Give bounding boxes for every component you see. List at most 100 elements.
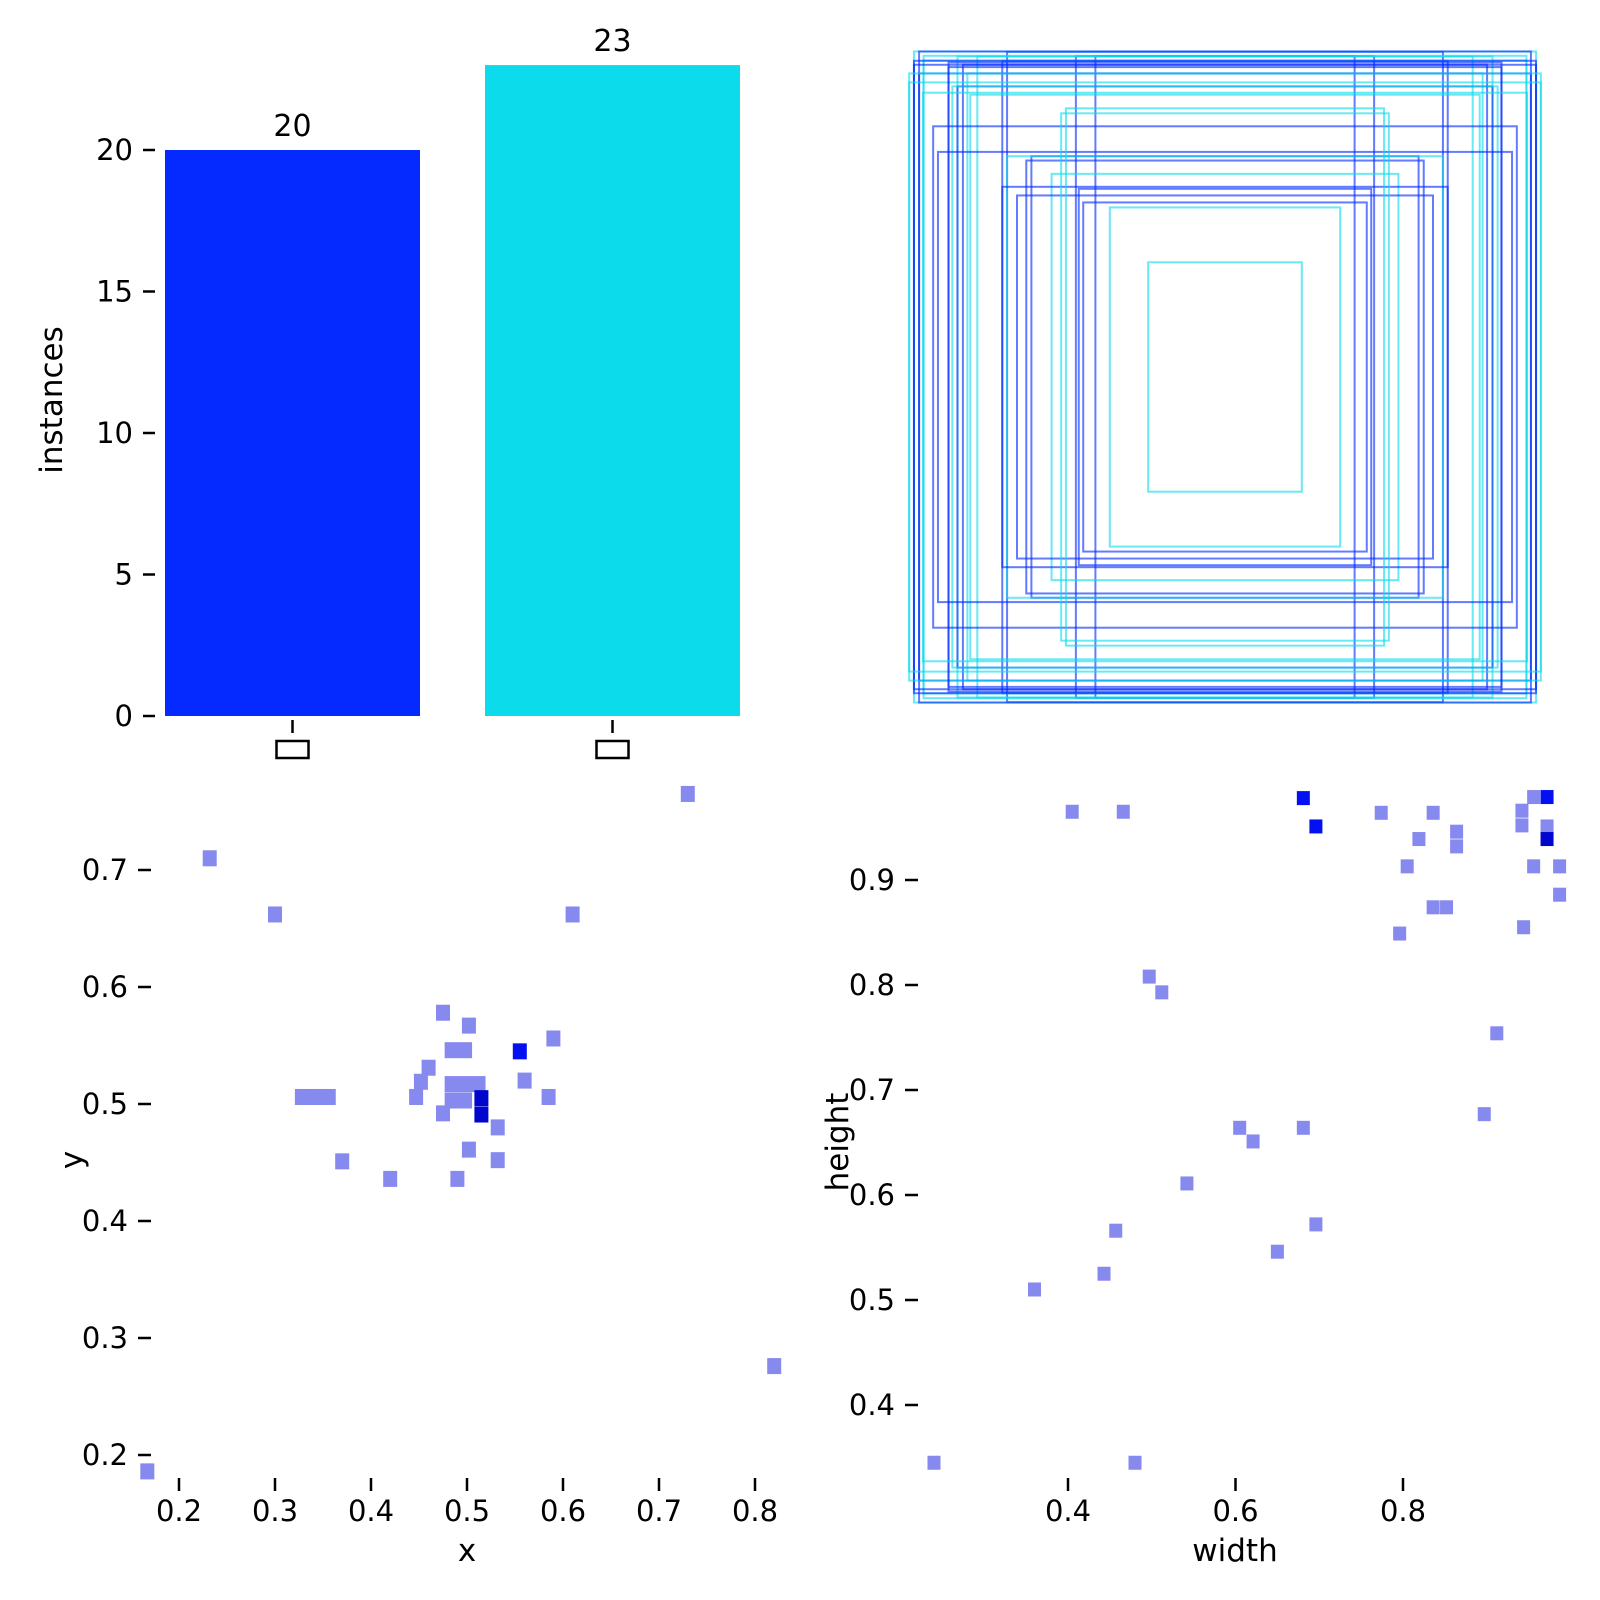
xy-bin	[294, 1088, 309, 1105]
xy-bin	[474, 1090, 489, 1107]
bar-ytick-label: 10	[96, 416, 133, 450]
wh-bin	[1309, 1217, 1323, 1232]
bar-chart-y-axis-title: instances	[34, 326, 70, 474]
xy-xtick-label: 0.8	[732, 1494, 778, 1528]
wh-plot-y-axis-title: height	[820, 1092, 856, 1192]
wh-bin	[1515, 803, 1529, 818]
xy-xtick-label: 0.5	[444, 1494, 490, 1528]
xy-bin	[458, 1092, 473, 1109]
wh-bin	[1400, 859, 1414, 874]
bounding-box	[947, 66, 1503, 688]
bounding-box	[932, 125, 1518, 629]
xy-bin	[268, 906, 282, 923]
bar-value-label: 20	[273, 109, 311, 144]
xy-ytick-label: 0.5	[82, 1087, 128, 1121]
xy-xtick-label: 0.3	[252, 1494, 298, 1528]
wh-ytick-label: 0.4	[849, 1388, 895, 1422]
wh-bin	[1142, 969, 1156, 984]
wh-bin	[927, 1455, 941, 1470]
xy-bin	[458, 1076, 473, 1093]
wh-bin	[1426, 805, 1440, 820]
bar-ytick-label: 15	[96, 275, 133, 309]
wh-bin	[1553, 887, 1567, 902]
wh-bin	[1450, 839, 1464, 854]
bounding-box	[908, 72, 1542, 682]
bounding-box	[1082, 201, 1368, 553]
wh-bin	[1270, 1244, 1284, 1259]
wh-bin	[1155, 985, 1169, 1000]
wh-bin	[1374, 805, 1388, 820]
bounding-box	[1016, 194, 1434, 560]
xy-ytick-label: 0.4	[82, 1204, 128, 1238]
wh-xtick-label: 0.8	[1380, 1494, 1426, 1528]
wh-bin	[1116, 804, 1130, 819]
bar-xtick-missing-glyph-box	[595, 739, 630, 760]
xy-bin	[474, 1106, 489, 1123]
bounding-box	[951, 85, 1499, 669]
xy-bin	[140, 1463, 155, 1480]
xy-bin	[767, 1358, 782, 1375]
wh-bin	[1097, 1266, 1111, 1281]
xy-bin	[490, 1152, 505, 1169]
wh-ytick-label: 0.5	[849, 1283, 895, 1317]
bounding-box	[966, 72, 1484, 682]
bounding-box	[1060, 112, 1390, 642]
wh-xtick-label: 0.6	[1212, 1494, 1258, 1528]
xy-bin	[202, 850, 217, 867]
bar-ytick-label: 0	[115, 699, 133, 733]
wh-plot-x-axis-title: width	[1192, 1533, 1278, 1569]
xy-bin	[335, 1153, 350, 1170]
bounding-box	[936, 150, 1514, 604]
wh-bin	[1527, 859, 1541, 874]
bounding-box	[1064, 107, 1386, 647]
xy-bin	[308, 1088, 323, 1105]
bounding-box	[1030, 155, 1420, 599]
wh-bin	[1296, 1120, 1310, 1135]
wh-bin	[1540, 832, 1554, 847]
bounding-box	[1050, 172, 1400, 582]
wh-bin	[1233, 1120, 1247, 1135]
wh-bin	[1440, 900, 1454, 915]
xy-bin	[565, 906, 580, 923]
wh-bin	[1296, 791, 1310, 806]
wh-bin	[1527, 790, 1541, 805]
bar-class-1	[485, 65, 740, 717]
wh-ytick-label: 0.8	[849, 968, 895, 1002]
xy-plot-y-axis-title: y	[54, 1150, 90, 1170]
xy-xtick-label: 0.6	[540, 1494, 586, 1528]
wh-bin	[1180, 1176, 1194, 1191]
bounding-box	[1077, 187, 1373, 567]
xy-plot-x-axis-title: x	[457, 1533, 477, 1569]
bounding-box	[961, 63, 1489, 691]
wh-ytick-label: 0.7	[849, 1073, 895, 1107]
wh-bin	[1515, 818, 1529, 833]
xy-bin	[517, 1072, 532, 1089]
wh-bin	[1426, 900, 1440, 915]
bounding-box	[1108, 206, 1342, 548]
wh-xtick-label: 0.4	[1045, 1494, 1091, 1528]
bounding-box	[1025, 159, 1425, 595]
bounding-box	[969, 93, 1481, 661]
wh-bin	[1065, 804, 1079, 819]
xy-bin	[383, 1170, 398, 1187]
bounding-box	[908, 81, 1542, 673]
bounding-box	[921, 91, 1529, 663]
wh-bin	[1517, 920, 1531, 935]
xy-bin	[413, 1073, 428, 1090]
xy-bin	[546, 1030, 561, 1047]
wh-bin	[1109, 1223, 1123, 1238]
bounding-box	[1001, 185, 1449, 569]
xy-bin	[321, 1088, 336, 1105]
xy-bin	[409, 1088, 424, 1105]
wh-bin	[1477, 1107, 1491, 1122]
wh-ytick-label: 0.6	[849, 1178, 895, 1212]
xy-xtick-label: 0.7	[636, 1494, 682, 1528]
xy-bin	[461, 1141, 476, 1158]
xy-bin	[450, 1170, 465, 1187]
xy-bin	[444, 1042, 459, 1059]
wh-bin	[1309, 819, 1323, 834]
xy-bin	[461, 1017, 476, 1034]
wh-bin	[1246, 1134, 1260, 1149]
bounding-box	[1006, 155, 1444, 599]
